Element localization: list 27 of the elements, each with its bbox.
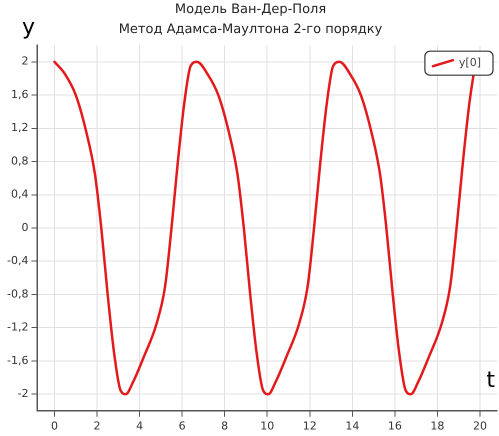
- y-tick-label: -1,2: [6, 320, 28, 334]
- chart-subtitle: Метод Адамса-Маултона 2-го порядку: [118, 22, 383, 37]
- y-tick-label: 0,4: [10, 188, 28, 201]
- x-tick-label: 8: [221, 419, 228, 432]
- x-tick-label: 4: [136, 419, 144, 432]
- x-tick-label: 20: [472, 419, 487, 432]
- x-tick-label: 6: [178, 419, 186, 432]
- x-axis-title: t: [486, 368, 496, 393]
- x-tick-label: 10: [260, 419, 274, 432]
- y-tick-label: 0,8: [10, 154, 28, 168]
- x-tick-label: 0: [50, 419, 58, 432]
- y-tick-label: -0,8: [6, 287, 28, 300]
- x-tick-label: 14: [345, 419, 360, 432]
- legend-label: y[0]: [458, 56, 481, 70]
- x-tick-label: 12: [302, 419, 317, 432]
- y-tick-label: -1,6: [6, 354, 28, 367]
- y-tick-label: 0: [21, 220, 28, 234]
- x-tick-label: 18: [430, 419, 444, 432]
- x-tick-label: 2: [94, 419, 101, 432]
- y-tick-label: 1,2: [10, 121, 28, 134]
- y-tick-label: -2: [17, 387, 28, 400]
- x-tick-label: 16: [388, 419, 402, 432]
- y-tick-label: 1,6: [10, 88, 28, 101]
- chart-title: Модель Ван-Дер-Поля: [174, 2, 326, 18]
- y-axis-title: y: [22, 14, 36, 40]
- y-tick-label: 2: [21, 54, 28, 68]
- y-tick-label: -0,4: [6, 254, 28, 268]
